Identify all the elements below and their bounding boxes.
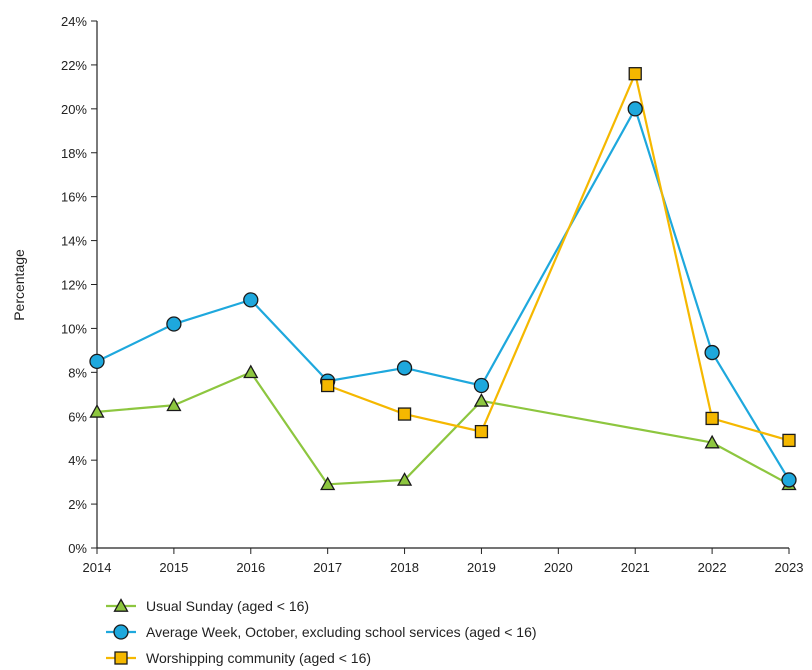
data-point-square	[705, 411, 719, 426]
data-point-triangle	[396, 472, 413, 486]
legend-marker-circle	[113, 624, 129, 640]
data-point-triangle	[89, 404, 105, 418]
data-point-circle	[627, 101, 643, 117]
x-tick-label: 2023	[775, 560, 804, 575]
data-point-triangle	[473, 393, 490, 407]
y-tick-label: 14%	[61, 234, 87, 249]
y-tick-label: 20%	[61, 102, 87, 117]
legend-marker-triangle	[113, 598, 129, 612]
data-point-square	[782, 433, 796, 448]
y-tick-label: 16%	[61, 190, 87, 205]
x-tick-label: 2019	[467, 560, 496, 575]
y-axis-title: Percentage	[11, 249, 27, 321]
data-point-square	[321, 378, 335, 393]
y-tick-label: 22%	[61, 58, 87, 73]
data-point-circle	[166, 316, 182, 332]
data-point-circle	[396, 360, 413, 376]
y-tick-label: 4%	[68, 453, 87, 468]
series-markers	[89, 67, 797, 491]
data-point-triangle	[243, 364, 259, 379]
y-tick-label: 0%	[68, 541, 87, 556]
y-tick-label: 24%	[61, 14, 87, 29]
data-point-square	[628, 67, 642, 81]
y-tick-label: 6%	[68, 409, 87, 424]
x-tick-label: 2017	[313, 560, 342, 575]
legend-label: Worshipping community (aged < 16)	[146, 650, 371, 666]
y-tick-label: 10%	[61, 321, 87, 336]
y-tick-label: 2%	[68, 497, 87, 512]
data-point-circle	[704, 344, 720, 361]
y-tick-label: 18%	[61, 146, 87, 161]
data-point-triangle	[166, 397, 182, 412]
x-tick-label: 2020	[544, 560, 573, 575]
legend-label: Average Week, October, excluding school …	[146, 624, 537, 640]
x-tick-label: 2015	[159, 560, 188, 575]
data-point-square	[397, 407, 412, 421]
data-point-triangle	[704, 434, 720, 449]
chart-axes: 0% 2% 4% 6% 8% 10% 12% 14% 16% 18% 20% 22% 24% 2014 20…	[61, 14, 803, 575]
x-tick-label: 2021	[621, 560, 650, 575]
data-point-square	[474, 424, 489, 439]
data-point-circle	[473, 377, 490, 394]
x-tick-label: 2022	[698, 560, 727, 575]
series-line-square	[327, 72, 790, 442]
series-lines	[96, 72, 790, 486]
legend-label: Usual Sunday (aged < 16)	[146, 598, 309, 614]
data-point-circle	[89, 353, 105, 370]
x-tick-label: 2014	[83, 560, 112, 575]
y-tick-label: 12%	[61, 278, 87, 293]
legend-marker-square	[114, 651, 128, 665]
x-tick-label: 2016	[236, 560, 265, 575]
y-tick-label: 8%	[68, 365, 87, 380]
data-point-circle	[243, 292, 259, 308]
series-line-triangle	[96, 371, 790, 486]
data-point-triangle	[320, 476, 336, 491]
data-point-circle	[781, 472, 797, 488]
chart-legend: Usual Sunday (aged < 16) Average Week, Oc…	[106, 598, 537, 666]
x-tick-label: 2018	[390, 560, 419, 575]
